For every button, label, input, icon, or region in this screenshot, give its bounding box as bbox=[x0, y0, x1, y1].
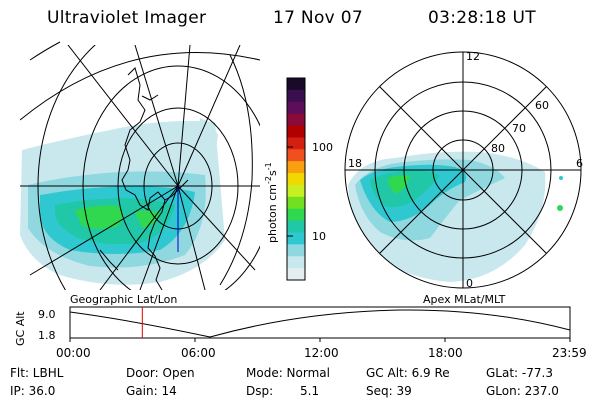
colorbar-tick-100: 100 bbox=[312, 141, 333, 154]
colorbar-band bbox=[287, 113, 305, 127]
right-caption: Apex MLat/MLT bbox=[423, 293, 506, 306]
left-caption: Geographic Lat/Lon bbox=[70, 293, 177, 306]
colorbar-band bbox=[287, 268, 305, 281]
colorbar-band bbox=[287, 137, 305, 150]
colorbar-band bbox=[287, 101, 305, 115]
mlat-80-label: 80 bbox=[491, 142, 505, 155]
mlt-18-label: 18 bbox=[348, 157, 362, 170]
info-door: Door: Open bbox=[126, 366, 195, 380]
colorbar-band bbox=[287, 78, 305, 91]
xtick-1200: 12:00 bbox=[304, 346, 339, 360]
altitude-ylabel: GC Alt bbox=[14, 311, 27, 346]
colorbar-band bbox=[287, 232, 305, 245]
mlat-60-label: 60 bbox=[535, 99, 549, 112]
colorbar-band bbox=[287, 149, 305, 162]
colorbar-frame bbox=[286, 77, 306, 281]
info-ip: IP: 36.0 bbox=[10, 384, 56, 398]
date-label: 17 Nov 07 bbox=[273, 8, 363, 28]
info-seq: Seq: 39 bbox=[366, 384, 412, 398]
colorbar-band bbox=[287, 173, 305, 186]
altitude-ytick-top: 9.0 bbox=[38, 308, 56, 321]
polar-plot bbox=[344, 51, 582, 289]
mlt-6-label: 6 bbox=[576, 157, 583, 170]
info-mode: Mode: Normal bbox=[246, 366, 330, 380]
mlt-12-label: 12 bbox=[466, 50, 480, 63]
info-flt: Flt: LBHL bbox=[10, 366, 64, 380]
colorbar-tick-10: 10 bbox=[312, 230, 326, 243]
altitude-curve bbox=[69, 309, 571, 338]
instrument-title: Ultraviolet Imager bbox=[47, 8, 207, 28]
altitude-ytick-bottom: 1.8 bbox=[38, 329, 56, 342]
info-glat: GLat: -77.3 bbox=[486, 366, 553, 380]
colorbar-band bbox=[287, 125, 305, 138]
colorbar-unit-label: photon cm-2s-1 bbox=[264, 162, 279, 243]
colorbar-band bbox=[287, 220, 305, 233]
colorbar-band bbox=[287, 244, 305, 257]
colorbar-band bbox=[287, 89, 305, 103]
colorbar-band bbox=[287, 196, 305, 210]
info-gain: Gain: 14 bbox=[126, 384, 177, 398]
colorbar bbox=[287, 78, 305, 281]
colorbar-band bbox=[287, 161, 305, 174]
xtick-0000: 00:00 bbox=[56, 346, 91, 360]
colorbar-band bbox=[287, 184, 305, 198]
mlt-0-label: 0 bbox=[466, 277, 473, 290]
colorbar-band bbox=[287, 256, 305, 269]
info-dsp-value: 5.1 bbox=[300, 384, 320, 398]
xtick-2359: 23:59 bbox=[552, 346, 587, 360]
colorbar-band bbox=[287, 208, 305, 222]
mlat-70-label: 70 bbox=[512, 122, 526, 135]
geographic-map bbox=[20, 41, 260, 290]
altitude-plot-frame bbox=[69, 306, 571, 339]
time-label: 03:28:18 UT bbox=[428, 8, 536, 28]
info-gc-alt: GC Alt: 6.9 Re bbox=[366, 366, 450, 380]
info-dsp-label: Dsp: bbox=[246, 384, 274, 398]
info-glon: GLon: 237.0 bbox=[486, 384, 559, 398]
altitude-plot bbox=[69, 306, 571, 342]
xtick-0600: 06:00 bbox=[181, 346, 216, 360]
xtick-1800: 18:00 bbox=[428, 346, 463, 360]
